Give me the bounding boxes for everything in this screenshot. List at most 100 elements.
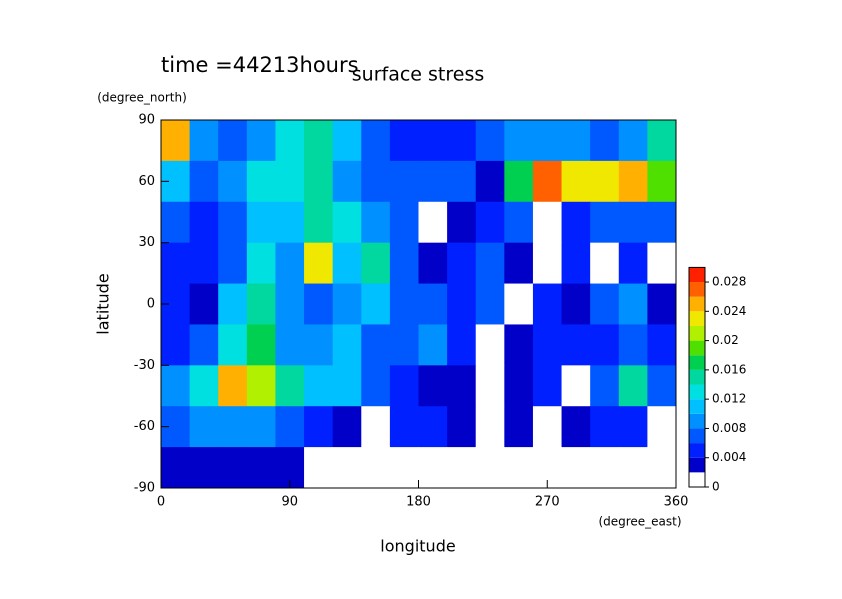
field-cell (189, 406, 219, 448)
field-cell (590, 447, 620, 489)
field-cell (590, 324, 620, 366)
field-cell (504, 406, 534, 448)
field-cell (332, 324, 362, 366)
field-cell (647, 406, 677, 448)
field-cell (161, 201, 191, 244)
y-tick-label: -90 (134, 481, 155, 496)
field-cell (389, 447, 419, 489)
field-cell (332, 365, 362, 407)
field-cell (389, 283, 419, 325)
field-cell (275, 406, 305, 448)
field-cell (618, 242, 648, 285)
y-tick-label: -30 (134, 358, 155, 373)
field-cell (332, 283, 362, 325)
x-tick-label: 270 (535, 495, 560, 510)
field-cell (389, 242, 419, 285)
field-cell (218, 242, 248, 285)
field-cell (246, 324, 276, 366)
field-cell (161, 365, 191, 407)
field-cell (275, 283, 305, 325)
field-cell (246, 160, 276, 203)
field-cell (161, 120, 191, 162)
field-cell (275, 201, 305, 244)
field-cell (561, 160, 591, 203)
field-cell (332, 160, 362, 203)
field-cell (590, 120, 620, 162)
field-cell (618, 160, 648, 203)
field-cell (618, 406, 648, 448)
field-cell (618, 365, 648, 407)
field-cell (389, 365, 419, 407)
field-cell (361, 365, 391, 407)
field-cell (275, 365, 305, 407)
colorbar-segment (689, 443, 705, 458)
field-cell (590, 365, 620, 407)
colorbar-segment (689, 472, 705, 487)
field-cell (447, 365, 477, 407)
field-cell (504, 160, 534, 203)
field-cell (361, 201, 391, 244)
field-cell (532, 283, 563, 325)
field-cell (389, 324, 419, 366)
field-cell (246, 283, 276, 325)
field-cell (447, 201, 477, 244)
field-cell (647, 365, 677, 407)
field-cell (561, 120, 591, 162)
field-cell (618, 283, 648, 325)
field-cell (246, 242, 276, 285)
field-cell (304, 120, 334, 162)
field-cell (361, 447, 391, 489)
field-cell (618, 201, 648, 244)
field-cell (618, 447, 648, 489)
colorbar-frame (688, 266, 706, 488)
y-tick-label: 90 (138, 113, 155, 128)
field-cell (647, 447, 677, 489)
field-cell (561, 283, 591, 325)
field-cell (532, 242, 563, 285)
field-cell (590, 201, 620, 244)
field-cell (590, 406, 620, 448)
y-tick-label: -60 (134, 419, 155, 434)
field-cell (275, 160, 305, 203)
colorbar-tick-label: 0.008 (712, 421, 746, 435)
field-cell (361, 120, 391, 162)
field-cell (304, 201, 334, 244)
field-cell (161, 447, 191, 489)
field-cell (647, 242, 677, 285)
field-cell (389, 406, 419, 448)
colorbar-segment (689, 282, 705, 297)
field-cell (618, 120, 648, 162)
field-cell (532, 160, 563, 203)
field-cell (504, 365, 534, 407)
x-tick-label: 180 (406, 495, 431, 510)
colorbar-segment (689, 457, 705, 473)
field-cell (189, 324, 219, 366)
field-cell (304, 160, 334, 203)
field-cell (561, 365, 591, 407)
field-cell (304, 324, 334, 366)
field-cell (647, 324, 677, 366)
field-cell (246, 365, 276, 407)
field-cell (218, 406, 248, 448)
field-cell (647, 160, 677, 203)
field-cell (647, 201, 677, 244)
field-cell (189, 160, 219, 203)
x-unit: (degree_east) (598, 515, 681, 529)
field-cell (418, 406, 448, 448)
field-cell (218, 120, 248, 162)
field-cell (189, 201, 219, 244)
field-cell (389, 120, 419, 162)
field-cell (475, 120, 505, 162)
field-cell (475, 365, 505, 407)
field-cell (304, 447, 334, 489)
field-cell (361, 283, 391, 325)
field-cell (447, 242, 477, 285)
field-cell (246, 406, 276, 448)
colorbar-tick-label: 0.02 (712, 333, 739, 347)
field-cell (275, 120, 305, 162)
colorbar-segment (689, 340, 705, 356)
field-cell (447, 324, 477, 366)
field-cell (304, 283, 334, 325)
field-cell (447, 283, 477, 325)
